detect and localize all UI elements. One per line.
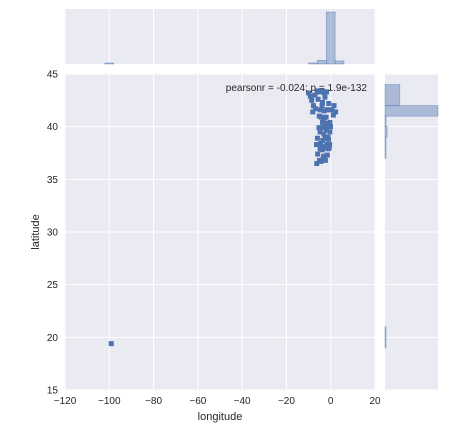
scatter-point <box>330 112 336 118</box>
scatter-point <box>317 146 323 152</box>
x-marginal-histogram <box>104 11 345 65</box>
x-tick-label: 0 <box>328 396 334 407</box>
x-tick-labels: −120 −100 −80 −60 −40 −20 0 20 <box>54 396 381 407</box>
x-histogram-bar <box>317 60 327 65</box>
scatter-point <box>326 136 331 142</box>
scatter-point <box>309 97 315 103</box>
scatter-point <box>315 151 321 157</box>
right-marginal-grid <box>385 73 438 391</box>
y-tick-label: 30 <box>47 228 59 239</box>
scatter-point <box>322 94 328 100</box>
scatter-point <box>319 125 325 131</box>
top-marginal-grid <box>64 9 376 64</box>
scatter-point <box>316 125 322 131</box>
y-axis-label: latitude <box>30 214 42 249</box>
y-tick-label: 35 <box>47 175 59 186</box>
scatter-point <box>312 92 318 98</box>
scatter-point <box>320 156 326 162</box>
scatter-point <box>321 145 327 151</box>
scatter-point <box>320 137 326 143</box>
x-tick-label: −60 <box>189 396 206 407</box>
scatter-point <box>321 117 327 123</box>
x-tick-label: −100 <box>98 396 121 407</box>
y-histogram-bar <box>384 326 387 349</box>
x-histogram-bar <box>308 62 318 65</box>
scatter-point <box>326 107 332 113</box>
y-tick-label: 25 <box>47 280 59 291</box>
scatter-point <box>329 107 335 113</box>
pearson-annotation: pearsonr = -0.024; p = 1.9e-132 <box>226 83 368 94</box>
scatter-point <box>314 89 320 95</box>
scatter-point <box>333 109 339 115</box>
scatter-point <box>319 103 325 109</box>
scatter-point <box>314 161 320 167</box>
scatter-point <box>317 129 323 135</box>
y-histogram-bar <box>384 105 439 117</box>
scatter-point <box>316 157 322 163</box>
y-marginal-histogram <box>384 84 439 349</box>
scatter-point <box>327 124 333 130</box>
x-tick-label: −120 <box>54 396 77 407</box>
scatter-points <box>108 88 339 347</box>
scatter-point <box>315 96 321 102</box>
top-marginal-background <box>65 9 375 64</box>
scatter-point <box>318 114 324 120</box>
y-tick-label: 40 <box>47 122 59 133</box>
scatter-point <box>331 103 337 109</box>
x-histogram-bar <box>104 62 115 65</box>
y-histogram-bar <box>384 136 387 159</box>
scatter-point <box>306 90 312 96</box>
y-histogram-bar <box>384 126 388 138</box>
scatter-point <box>324 152 330 158</box>
scatter-point <box>327 142 333 148</box>
x-tick-label: −80 <box>145 396 162 407</box>
y-tick-labels: 15 20 25 30 35 40 45 <box>47 70 59 397</box>
scatter-point <box>312 106 318 112</box>
x-histogram-bar <box>334 60 345 65</box>
y-tick-label: 20 <box>47 333 59 344</box>
scatter-point <box>307 93 313 99</box>
scatter-point <box>318 141 324 147</box>
scatter-point <box>320 99 326 105</box>
x-tick-label: 20 <box>369 396 381 407</box>
y-histogram-bar <box>384 115 387 127</box>
scatter-point <box>324 89 330 95</box>
y-tick-label: 15 <box>47 386 59 397</box>
scatter-point <box>324 142 330 148</box>
scatter-point <box>326 100 332 106</box>
scatter-point <box>317 107 323 113</box>
scatter-point <box>323 127 329 133</box>
scatter-point <box>108 341 114 347</box>
y-tick-label: 45 <box>47 70 59 81</box>
scatter-point <box>321 153 327 159</box>
scatter-point <box>321 108 327 114</box>
x-axis-label: longitude <box>198 411 243 423</box>
x-tick-label: −20 <box>278 396 295 407</box>
scatter-point <box>314 135 320 141</box>
scatter-point <box>323 114 329 120</box>
x-histogram-bar <box>325 11 336 65</box>
x-tick-label: −40 <box>234 396 251 407</box>
scatter-point <box>326 145 332 151</box>
scatter-point <box>310 103 316 109</box>
scatter-point <box>325 121 331 127</box>
scatter-point <box>310 109 316 115</box>
y-histogram-bar <box>384 84 401 106</box>
scatter-point <box>327 129 333 135</box>
scatter-point <box>321 131 327 137</box>
scatter-point <box>314 142 320 148</box>
